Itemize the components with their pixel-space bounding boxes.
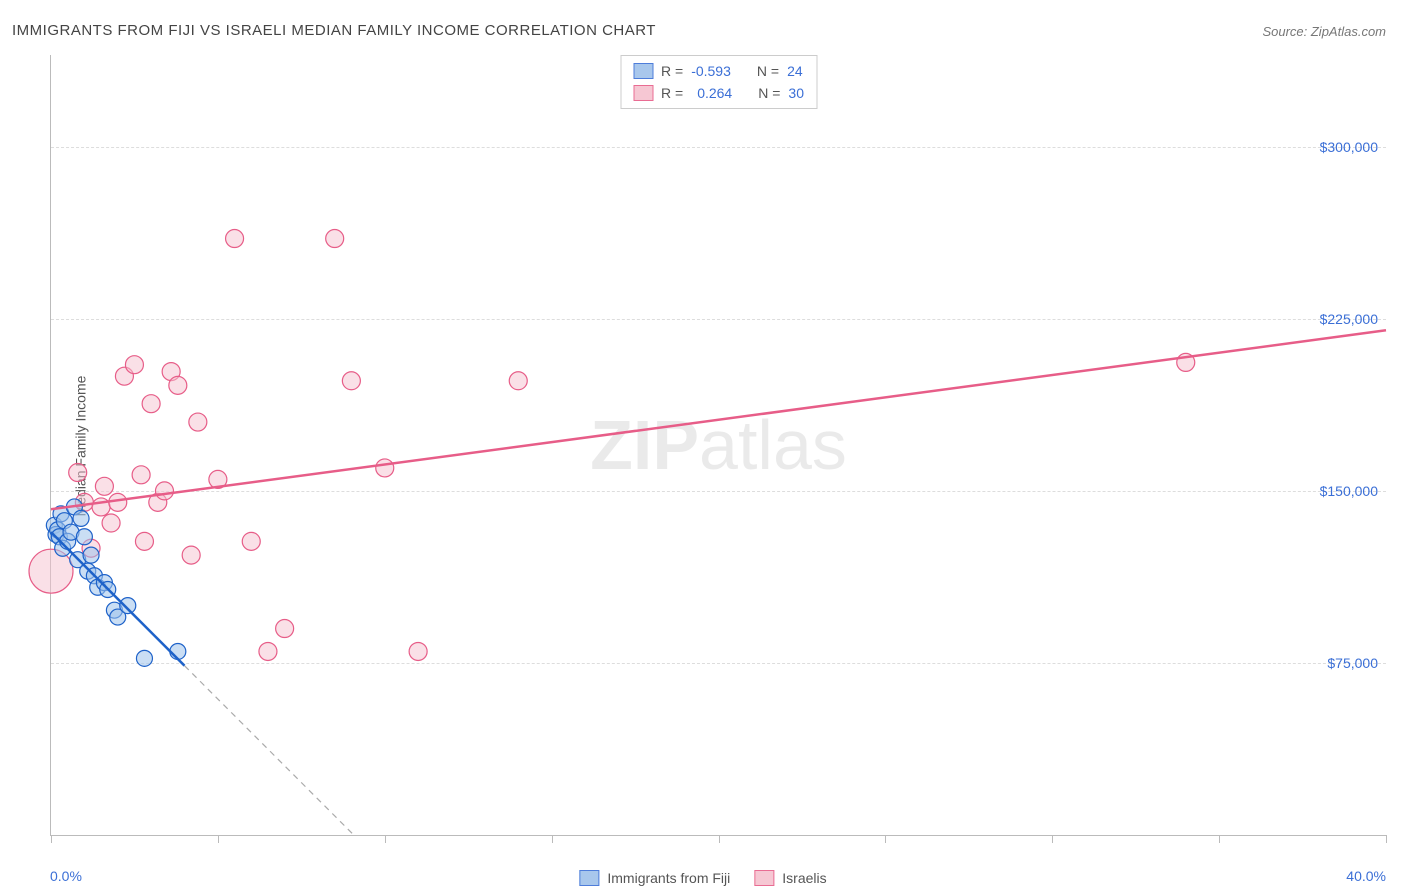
x-tick bbox=[1052, 835, 1053, 843]
scatter-point bbox=[276, 620, 294, 638]
scatter-point bbox=[120, 598, 136, 614]
scatter-point bbox=[189, 413, 207, 431]
scatter-point bbox=[69, 464, 87, 482]
scatter-point bbox=[259, 642, 277, 660]
n-value-israelis: 30 bbox=[788, 82, 804, 104]
scatter-svg bbox=[51, 55, 1386, 835]
x-axis-max-label: 40.0% bbox=[1346, 868, 1386, 884]
chart-source: Source: ZipAtlas.com bbox=[1262, 24, 1386, 39]
scatter-point bbox=[342, 372, 360, 390]
legend-item-israelis: Israelis bbox=[754, 870, 826, 886]
x-tick bbox=[1386, 835, 1387, 843]
scatter-point bbox=[169, 376, 187, 394]
scatter-point bbox=[170, 643, 186, 659]
scatter-point bbox=[95, 477, 113, 495]
x-tick bbox=[719, 835, 720, 843]
trend-line-dashed bbox=[185, 666, 354, 835]
chart-container: IMMIGRANTS FROM FIJI VS ISRAELI MEDIAN F… bbox=[0, 0, 1406, 892]
scatter-point bbox=[83, 547, 99, 563]
scatter-point bbox=[76, 529, 92, 545]
legend-swatch-fiji bbox=[633, 63, 653, 79]
scatter-point bbox=[226, 230, 244, 248]
r-label: R = bbox=[661, 60, 683, 82]
scatter-point bbox=[376, 459, 394, 477]
r-value-israelis: 0.264 bbox=[697, 82, 732, 104]
scatter-point bbox=[155, 482, 173, 500]
n-label: N = bbox=[757, 60, 779, 82]
scatter-point bbox=[73, 510, 89, 526]
scatter-point bbox=[132, 466, 150, 484]
x-tick bbox=[1219, 835, 1220, 843]
trend-line bbox=[51, 330, 1386, 509]
legend-stats: R = -0.593 N = 24 R = 0.264 N = 30 bbox=[620, 55, 817, 109]
scatter-point bbox=[182, 546, 200, 564]
trend-line bbox=[51, 532, 185, 666]
x-tick bbox=[385, 835, 386, 843]
scatter-point bbox=[136, 650, 152, 666]
legend-series: Immigrants from Fiji Israelis bbox=[579, 870, 826, 886]
legend-swatch-israelis bbox=[633, 85, 653, 101]
x-axis-min-label: 0.0% bbox=[50, 868, 82, 884]
scatter-point bbox=[135, 532, 153, 550]
x-tick bbox=[885, 835, 886, 843]
r-label: R = bbox=[661, 82, 683, 104]
scatter-point bbox=[102, 514, 120, 532]
legend-stats-row: R = -0.593 N = 24 bbox=[633, 60, 804, 82]
legend-stats-row: R = 0.264 N = 30 bbox=[633, 82, 804, 104]
scatter-point bbox=[509, 372, 527, 390]
scatter-point bbox=[125, 356, 143, 374]
n-value-fiji: 24 bbox=[787, 60, 803, 82]
chart-title: IMMIGRANTS FROM FIJI VS ISRAELI MEDIAN F… bbox=[12, 22, 656, 39]
scatter-point bbox=[242, 532, 260, 550]
n-label: N = bbox=[758, 82, 780, 104]
plot-area: ZIPatlas $75,000$150,000$225,000$300,000… bbox=[50, 55, 1386, 836]
legend-swatch-fiji bbox=[579, 870, 599, 886]
x-tick bbox=[51, 835, 52, 843]
r-value-fiji: -0.593 bbox=[691, 60, 731, 82]
x-tick bbox=[552, 835, 553, 843]
legend-label-fiji: Immigrants from Fiji bbox=[607, 870, 730, 886]
legend-item-fiji: Immigrants from Fiji bbox=[579, 870, 730, 886]
x-tick bbox=[218, 835, 219, 843]
scatter-point bbox=[142, 395, 160, 413]
scatter-point bbox=[409, 642, 427, 660]
legend-label-israelis: Israelis bbox=[782, 870, 826, 886]
legend-swatch-israelis bbox=[754, 870, 774, 886]
scatter-point bbox=[326, 230, 344, 248]
